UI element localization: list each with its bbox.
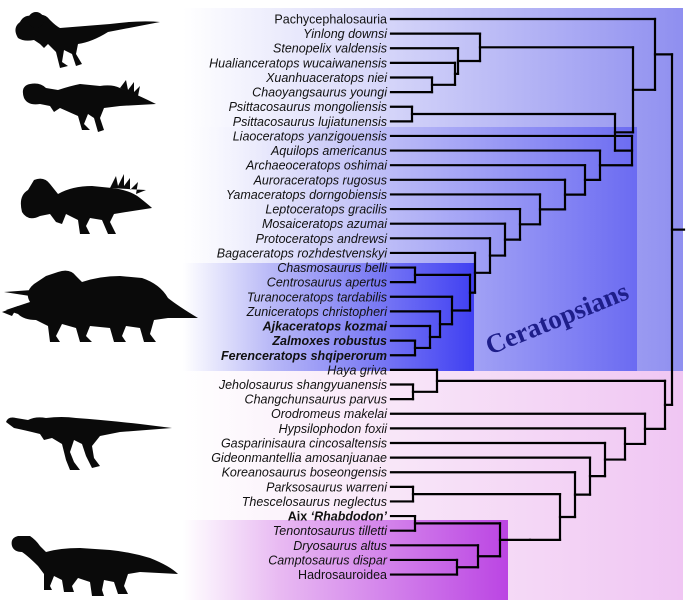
taxon-label: Centrosaurus apertus bbox=[267, 276, 387, 290]
pachycephalosaur-silhouette bbox=[15, 12, 160, 68]
taxon-label: Gideonmantellia amosanjuanae bbox=[211, 451, 387, 465]
taxon-label: Protoceratops andrewsi bbox=[256, 232, 389, 246]
taxon-label: Thescelosaurus neglectus bbox=[242, 495, 387, 509]
taxon-label: Pachycephalosauria bbox=[274, 13, 387, 27]
taxon-label: Hualianceratops wucaiwanensis bbox=[209, 56, 387, 70]
taxon-label: Parksosaurus warreni bbox=[266, 480, 388, 494]
taxon-label: Liaoceratops yanzigouensis bbox=[233, 129, 387, 143]
taxon-label: Turanoceratops tardabilis bbox=[247, 290, 387, 304]
taxon-label: Chasmosaurus belli bbox=[277, 261, 388, 275]
taxon-label: Yinlong downsi bbox=[303, 27, 388, 41]
taxon-label: Hadrosauroidea bbox=[298, 568, 387, 582]
taxon-label: Bagaceratops rozhdestvenskyi bbox=[217, 246, 388, 260]
tree-branches bbox=[389, 17, 686, 576]
taxon-label: Mosaiceratops azumai bbox=[262, 217, 388, 231]
taxon-label: Camptosaurus dispar bbox=[268, 553, 388, 567]
taxon-label: Aix ‘Rhabdodon’ bbox=[288, 510, 388, 524]
taxon-label: Ajkaceratops kozmai bbox=[262, 320, 388, 334]
taxon-label: Gasparinisaura cincosaltensis bbox=[221, 436, 387, 450]
taxon-label: Zuniceratops christopheri bbox=[246, 305, 389, 319]
taxon-label: Hypsilophodon foxii bbox=[279, 422, 389, 436]
clade-box-ceratopsidae bbox=[183, 263, 474, 371]
taxon-label: Leptoceratops gracilis bbox=[265, 203, 387, 217]
taxon-label: Psittacosaurus mongoliensis bbox=[229, 100, 387, 114]
taxon-label: Aquilops americanus bbox=[270, 144, 387, 158]
taxon-label: Orodromeus makelai bbox=[271, 407, 388, 421]
iguanodont-silhouette bbox=[11, 536, 178, 596]
taxon-label: Changchunsaurus parvus bbox=[245, 393, 387, 407]
taxon-label: Xuanhuaceratops niei bbox=[265, 71, 388, 85]
protoceratopsid-silhouette bbox=[20, 174, 152, 234]
taxon-label: Chaoyangsaurus youngi bbox=[252, 86, 388, 100]
taxon-label: Psittacosaurus lujiatunensis bbox=[233, 115, 387, 129]
taxon-label: Ferenceratops shqiperorum bbox=[221, 349, 387, 363]
taxon-label: Haya griva bbox=[327, 363, 387, 377]
taxon-label: Yamaceratops dorngobiensis bbox=[226, 188, 387, 202]
taxon-label: Tenontosaurus tilletti bbox=[273, 524, 388, 538]
taxon-label: Jeholosaurus shangyuanensis bbox=[218, 378, 387, 392]
taxon-label: Zalmoxes robustus bbox=[271, 334, 387, 348]
taxon-label: Koreanosaurus boseongensis bbox=[222, 466, 387, 480]
taxon-label: Dryosaurus altus bbox=[293, 539, 387, 553]
taxon-label: Stenopelix valdensis bbox=[273, 42, 387, 56]
taxon-label: Archaeoceratops oshimai bbox=[245, 159, 388, 173]
psittacosaur-silhouette bbox=[22, 80, 156, 132]
hypsilophodont-silhouette bbox=[6, 417, 172, 470]
taxon-label: Auroraceratops rugosus bbox=[253, 173, 387, 187]
ceratopsid-silhouette bbox=[2, 270, 198, 342]
